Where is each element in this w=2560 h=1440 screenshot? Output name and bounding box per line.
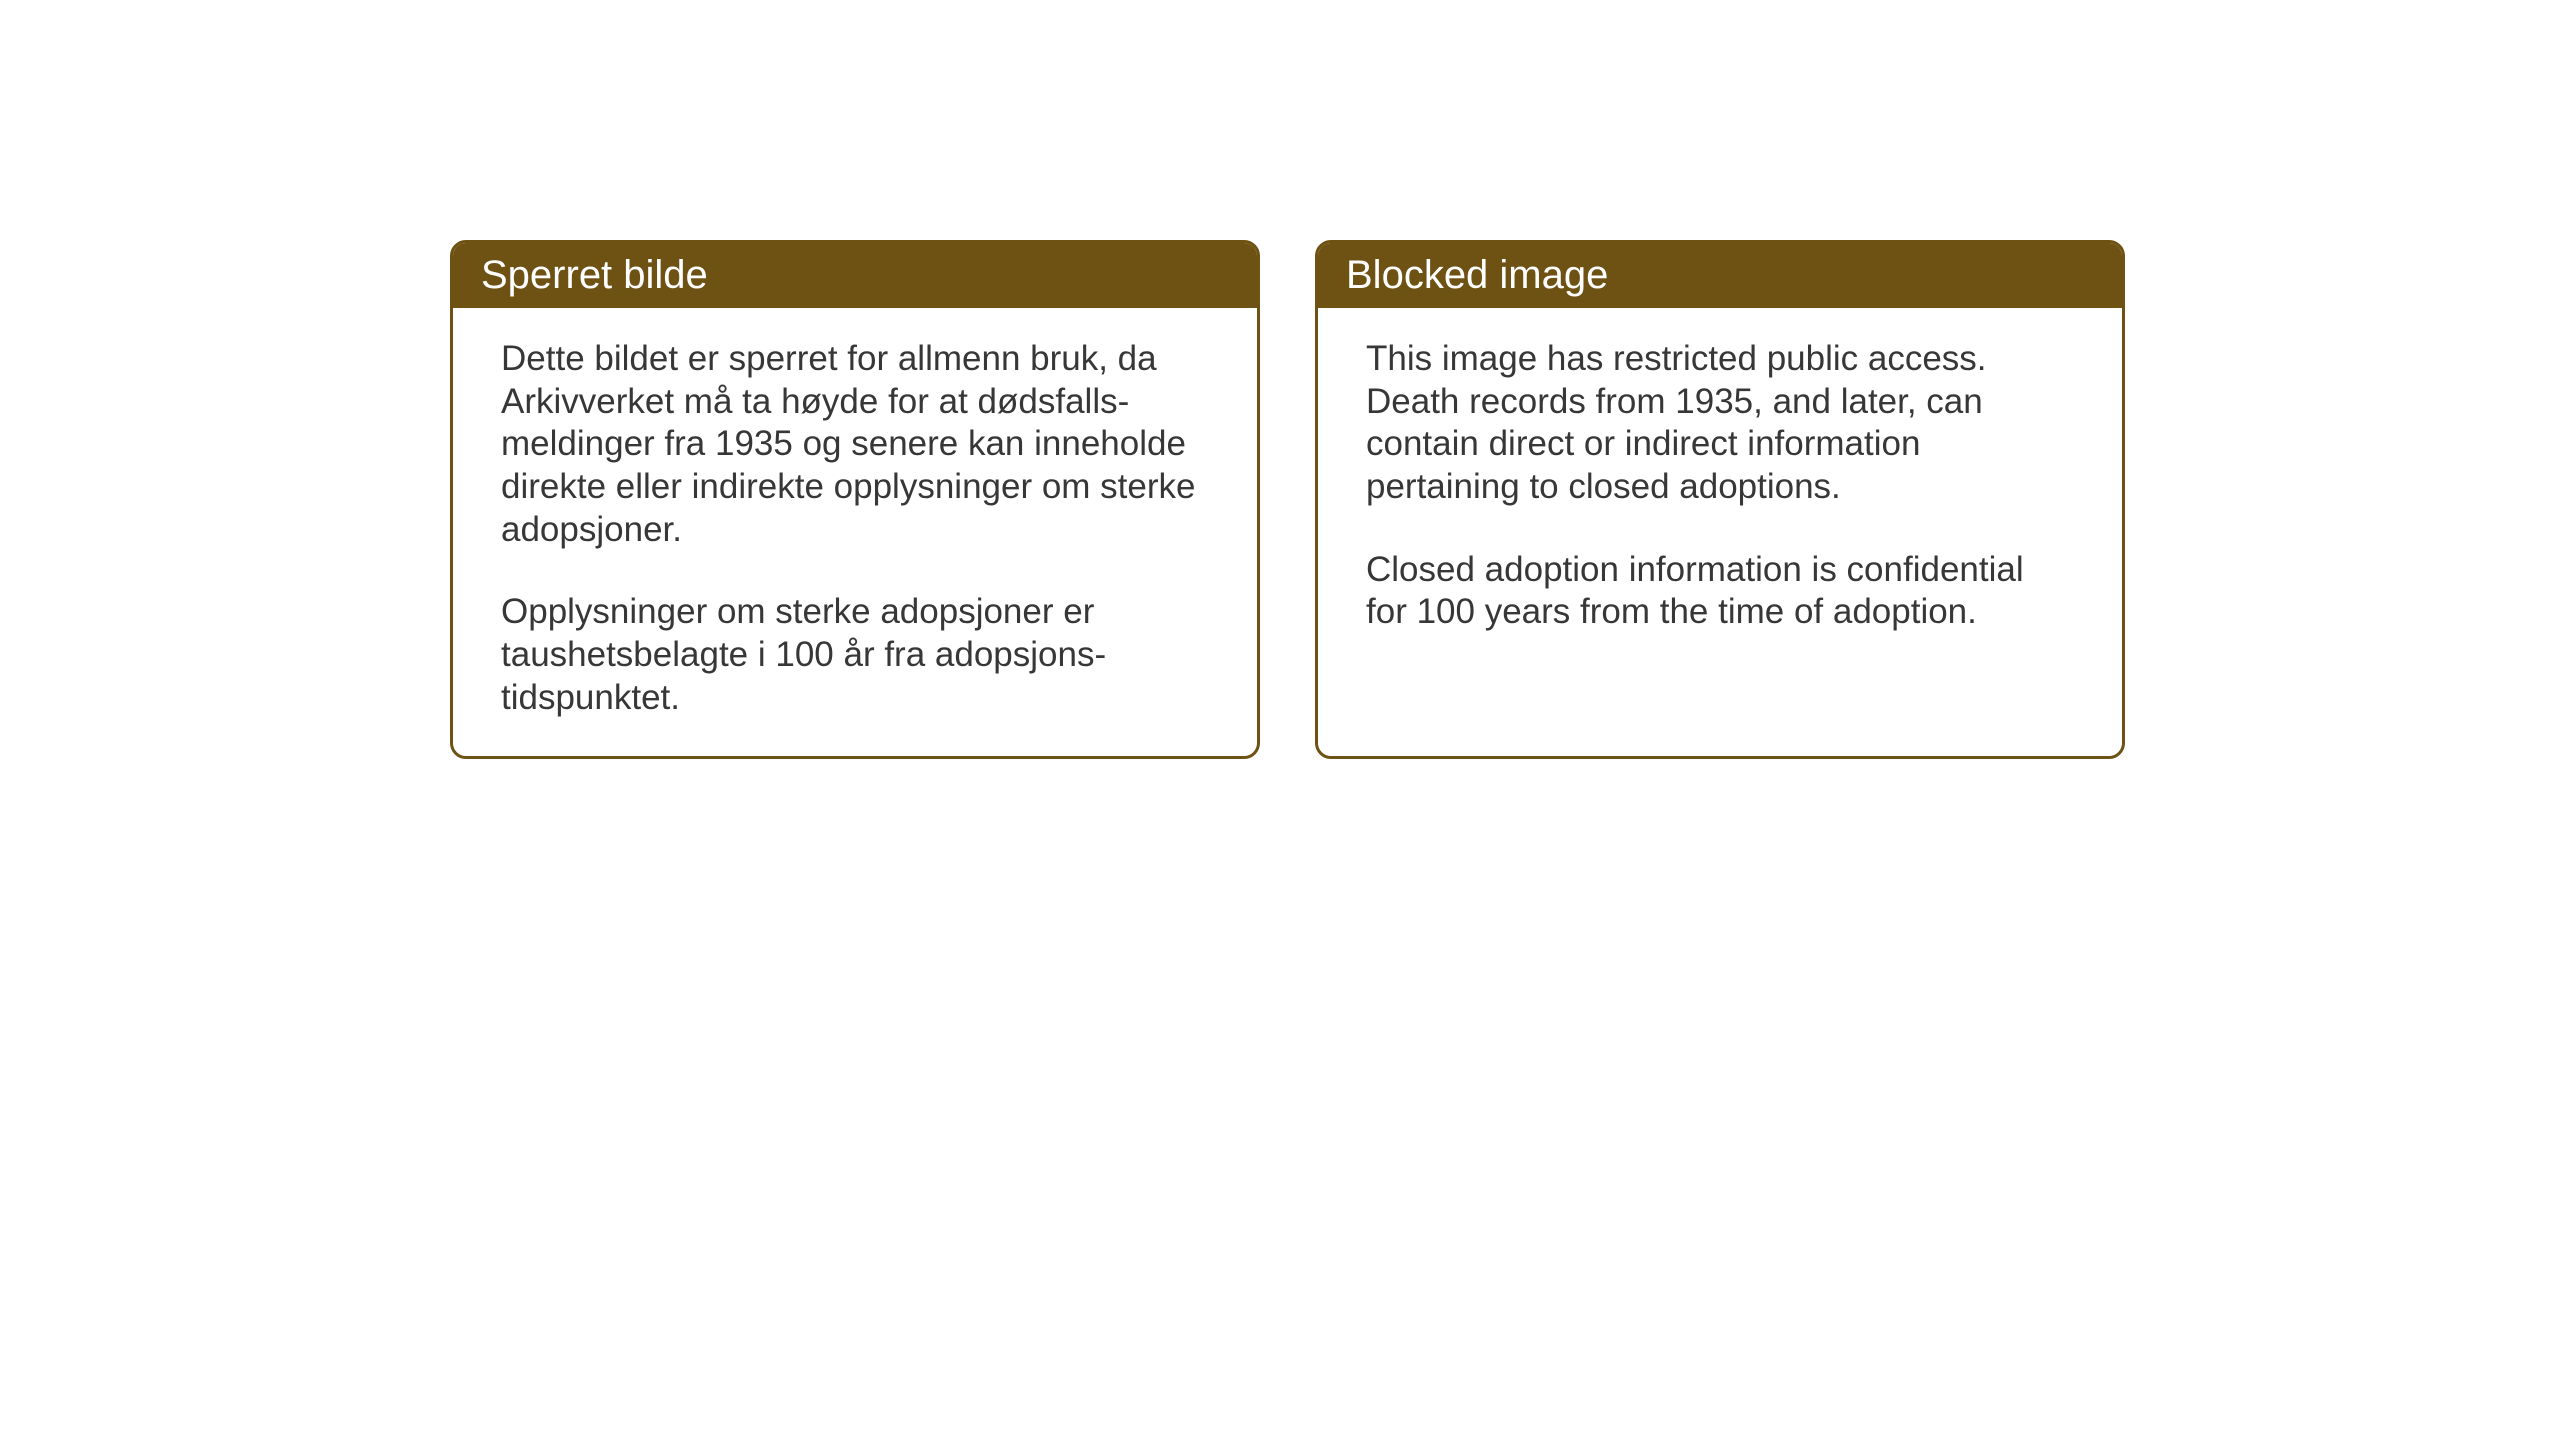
notice-paragraph-norwegian-2: Opplysninger om sterke adopsjoner er tau… xyxy=(501,591,1209,719)
notice-container: Sperret bilde Dette bildet er sperret fo… xyxy=(450,240,2125,759)
notice-box-norwegian: Sperret bilde Dette bildet er sperret fo… xyxy=(450,240,1260,759)
notice-box-english: Blocked image This image has restricted … xyxy=(1315,240,2125,759)
notice-paragraph-norwegian-1: Dette bildet er sperret for allmenn bruk… xyxy=(501,338,1209,551)
notice-body-english: This image has restricted public access.… xyxy=(1318,308,2122,754)
notice-paragraph-english-1: This image has restricted public access.… xyxy=(1366,338,2074,509)
notice-title-norwegian: Sperret bilde xyxy=(481,253,708,297)
notice-title-english: Blocked image xyxy=(1346,253,1608,297)
notice-header-english: Blocked image xyxy=(1318,243,2122,308)
notice-header-norwegian: Sperret bilde xyxy=(453,243,1257,308)
notice-paragraph-english-2: Closed adoption information is confident… xyxy=(1366,549,2074,634)
notice-body-norwegian: Dette bildet er sperret for allmenn bruk… xyxy=(453,308,1257,756)
